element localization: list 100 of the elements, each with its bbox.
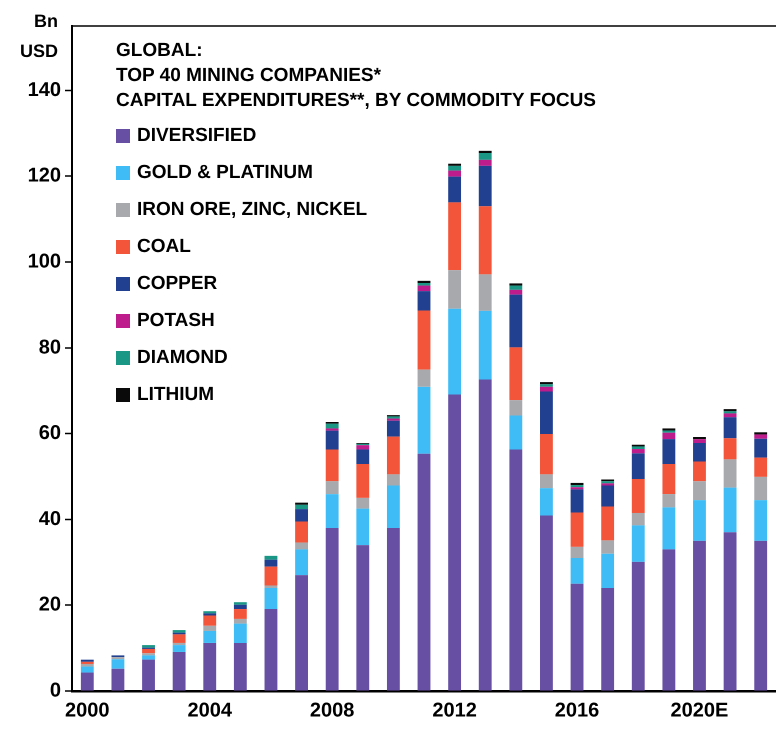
bar (754, 476, 768, 500)
y-tick-label: 120 (28, 164, 61, 187)
bar (172, 645, 186, 652)
bar (693, 481, 706, 500)
bar (386, 416, 400, 419)
bar (754, 458, 768, 477)
bar (478, 310, 492, 380)
bar (724, 459, 737, 488)
bar (142, 648, 155, 654)
bar (326, 424, 339, 428)
bar (111, 668, 124, 690)
y-tick-label: 80 (38, 336, 61, 358)
bar (724, 417, 737, 438)
legend-label: COPPER (137, 272, 218, 294)
bar (295, 509, 308, 522)
legend-label: DIAMOND (137, 346, 228, 368)
bar (632, 562, 645, 690)
bar (478, 160, 492, 166)
bar (509, 286, 522, 290)
bar (234, 624, 247, 643)
y-axis-title: Bn USD (18, 10, 58, 63)
bar (754, 500, 768, 541)
bar (386, 420, 400, 437)
bar (264, 556, 278, 560)
bar (693, 461, 706, 482)
bar (264, 560, 278, 567)
bar (356, 545, 370, 690)
bar (754, 438, 768, 458)
bar (356, 498, 370, 509)
bar (662, 494, 676, 508)
y-tick-label: 100 (28, 250, 61, 272)
bar (662, 428, 676, 431)
x-tick-label: 2008 (310, 700, 354, 722)
bar (540, 384, 553, 387)
bar (295, 549, 308, 576)
bar (632, 453, 645, 480)
y-tick-label: 0 (50, 680, 61, 702)
bar (693, 540, 706, 690)
bar (540, 434, 553, 474)
bar (509, 294, 522, 348)
bar (632, 449, 645, 454)
bar (234, 604, 247, 610)
bar (234, 602, 247, 605)
bar (448, 166, 462, 171)
bar (142, 660, 155, 690)
bar (264, 588, 278, 610)
bar (570, 482, 584, 486)
bar (570, 546, 584, 558)
bar (601, 485, 614, 507)
bar (172, 652, 186, 690)
bar (142, 645, 155, 648)
bar (418, 291, 430, 310)
bar (448, 176, 462, 202)
bar (662, 549, 676, 690)
x-tick-label: 2016 (554, 700, 600, 722)
legend-label: LITHIUM (137, 384, 214, 406)
bar (662, 432, 676, 440)
bar (509, 290, 522, 295)
bar (386, 485, 400, 528)
bar (386, 474, 400, 486)
x-tick-label: 2000 (65, 700, 110, 722)
bar (326, 428, 339, 431)
bar (724, 532, 737, 690)
bar (295, 542, 308, 550)
bar (326, 494, 339, 528)
bar (724, 438, 737, 460)
bar (264, 585, 278, 588)
bar (203, 615, 216, 626)
bar (601, 554, 614, 588)
bar (356, 508, 370, 546)
bar (540, 474, 553, 488)
bar (448, 170, 462, 177)
bar (632, 512, 645, 526)
bar (601, 540, 614, 554)
x-tick-label: 2012 (432, 700, 477, 722)
bar (264, 609, 278, 690)
bar (295, 575, 308, 690)
bar (234, 609, 247, 619)
bar (478, 166, 492, 206)
bar (632, 525, 645, 562)
legend-label: IRON ORE, ZINC, NICKEL (137, 198, 368, 220)
bar (326, 430, 339, 450)
legend-label: GOLD & PLATINUM (137, 162, 313, 184)
y-tick-label: 40 (38, 508, 61, 530)
x-tick-label: 2004 (187, 700, 233, 722)
bar (754, 540, 768, 690)
bar (693, 439, 706, 444)
bar (142, 655, 155, 660)
bar (172, 642, 186, 646)
bar (509, 283, 522, 286)
bar (509, 400, 522, 416)
bar (601, 588, 614, 690)
bar (203, 630, 216, 643)
bar (203, 642, 216, 690)
bar (754, 434, 768, 439)
bar (326, 528, 339, 690)
bar (570, 489, 584, 513)
bar (570, 512, 584, 547)
bar (356, 449, 370, 464)
bar (540, 386, 553, 392)
